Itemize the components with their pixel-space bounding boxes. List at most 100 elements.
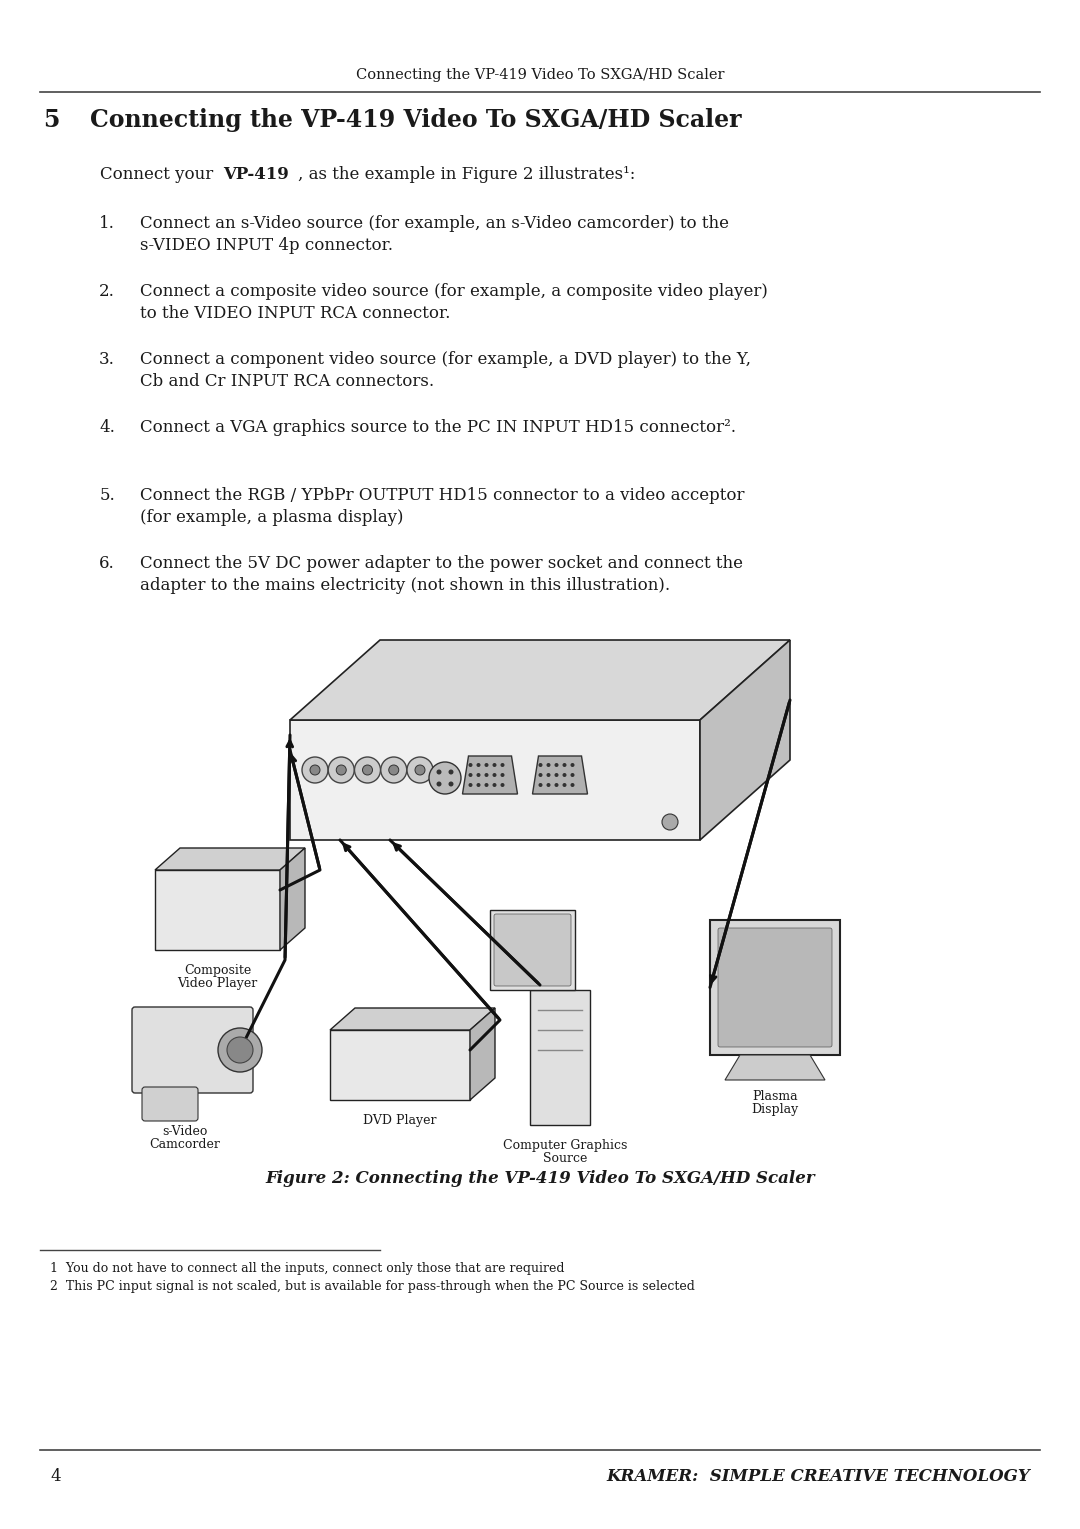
Text: Cb and Cr INPUT RCA connectors.: Cb and Cr INPUT RCA connectors.: [140, 373, 434, 390]
Text: 1  You do not have to connect all the inputs, connect only those that are requir: 1 You do not have to connect all the inp…: [50, 1261, 565, 1275]
Circle shape: [469, 783, 473, 787]
Circle shape: [310, 764, 320, 775]
Circle shape: [363, 764, 373, 775]
Circle shape: [563, 774, 567, 777]
Text: KRAMER:  SIMPLE CREATIVE TECHNOLOGY: KRAMER: SIMPLE CREATIVE TECHNOLOGY: [606, 1468, 1030, 1485]
Circle shape: [476, 783, 481, 787]
Text: Connect a VGA graphics source to the PC IN INPUT HD15 connector².: Connect a VGA graphics source to the PC …: [140, 419, 735, 436]
Circle shape: [407, 757, 433, 783]
Text: , as the example in Figure 2 illustrates¹:: , as the example in Figure 2 illustrates…: [298, 167, 635, 183]
Text: Source: Source: [543, 1151, 588, 1165]
Circle shape: [429, 761, 461, 794]
Text: 5: 5: [43, 109, 59, 131]
Text: 2.: 2.: [99, 283, 114, 300]
Text: Connecting the VP-419 Video To SXGA/HD Scaler: Connecting the VP-419 Video To SXGA/HD S…: [355, 67, 725, 83]
Text: Connect an s-Video source (for example, an s-Video camcorder) to the: Connect an s-Video source (for example, …: [140, 216, 729, 232]
Circle shape: [302, 757, 328, 783]
Text: 4.: 4.: [99, 419, 114, 436]
Text: 4: 4: [50, 1468, 60, 1485]
Circle shape: [469, 774, 473, 777]
Circle shape: [570, 774, 575, 777]
Polygon shape: [532, 755, 588, 794]
Circle shape: [381, 757, 407, 783]
Text: VP-419: VP-419: [222, 167, 288, 183]
Circle shape: [570, 763, 575, 768]
Text: to the VIDEO INPUT RCA connector.: to the VIDEO INPUT RCA connector.: [140, 304, 450, 323]
FancyBboxPatch shape: [132, 1008, 253, 1093]
Text: adapter to the mains electricity (not shown in this illustration).: adapter to the mains electricity (not sh…: [140, 576, 670, 593]
Circle shape: [492, 774, 497, 777]
Polygon shape: [280, 849, 305, 950]
Text: Display: Display: [752, 1102, 798, 1116]
Polygon shape: [156, 849, 305, 870]
FancyBboxPatch shape: [494, 914, 571, 986]
Circle shape: [570, 783, 575, 787]
Circle shape: [336, 764, 347, 775]
Circle shape: [436, 781, 442, 786]
Text: Composite: Composite: [184, 963, 252, 977]
Polygon shape: [291, 720, 700, 839]
Text: s-Video: s-Video: [162, 1125, 207, 1138]
Text: Plasma: Plasma: [752, 1090, 798, 1102]
Circle shape: [546, 774, 551, 777]
Circle shape: [539, 774, 542, 777]
Polygon shape: [156, 870, 280, 950]
Polygon shape: [490, 910, 575, 989]
Circle shape: [563, 763, 567, 768]
Circle shape: [492, 783, 497, 787]
Circle shape: [492, 763, 497, 768]
Text: Connect your: Connect your: [100, 167, 218, 183]
Circle shape: [436, 769, 442, 775]
Circle shape: [389, 764, 399, 775]
Text: Computer Graphics: Computer Graphics: [503, 1139, 627, 1151]
Text: s-VIDEO INPUT 4p connector.: s-VIDEO INPUT 4p connector.: [140, 237, 393, 254]
Polygon shape: [330, 1008, 495, 1031]
Text: Connect the RGB / YPbPr OUTPUT HD15 connector to a video acceptor: Connect the RGB / YPbPr OUTPUT HD15 conn…: [140, 488, 744, 505]
Circle shape: [539, 783, 542, 787]
Text: Connect the 5V DC power adapter to the power socket and connect the: Connect the 5V DC power adapter to the p…: [140, 555, 743, 572]
Text: Figure 2: Connecting the VP-419 Video To SXGA/HD Scaler: Figure 2: Connecting the VP-419 Video To…: [266, 1170, 814, 1187]
Text: Connecting the VP-419 Video To SXGA/HD Scaler: Connecting the VP-419 Video To SXGA/HD S…: [90, 109, 742, 131]
Circle shape: [500, 763, 504, 768]
Circle shape: [554, 774, 558, 777]
Circle shape: [563, 783, 567, 787]
Text: Camcorder: Camcorder: [149, 1138, 220, 1151]
Polygon shape: [530, 989, 590, 1125]
Polygon shape: [700, 641, 789, 839]
FancyBboxPatch shape: [141, 1087, 198, 1121]
Text: 2  This PC input signal is not scaled, but is available for pass-through when th: 2 This PC input signal is not scaled, bu…: [50, 1280, 694, 1294]
Circle shape: [546, 763, 551, 768]
Circle shape: [662, 813, 678, 830]
Text: 3.: 3.: [99, 352, 114, 368]
Circle shape: [554, 763, 558, 768]
FancyBboxPatch shape: [718, 928, 832, 1047]
Circle shape: [448, 781, 454, 786]
Polygon shape: [330, 1031, 470, 1099]
Text: 5.: 5.: [99, 488, 114, 505]
Polygon shape: [462, 755, 517, 794]
Text: (for example, a plasma display): (for example, a plasma display): [140, 509, 404, 526]
Circle shape: [415, 764, 426, 775]
Circle shape: [448, 769, 454, 775]
Circle shape: [354, 757, 380, 783]
Text: 1.: 1.: [99, 216, 114, 232]
Text: Video Player: Video Player: [177, 977, 258, 989]
Polygon shape: [710, 920, 840, 1055]
Circle shape: [476, 774, 481, 777]
Text: Connect a component video source (for example, a DVD player) to the Y,: Connect a component video source (for ex…: [140, 352, 751, 368]
Circle shape: [328, 757, 354, 783]
Circle shape: [539, 763, 542, 768]
Text: DVD Player: DVD Player: [363, 1115, 436, 1127]
Circle shape: [485, 774, 488, 777]
Circle shape: [500, 774, 504, 777]
Circle shape: [485, 763, 488, 768]
Text: Connect a composite video source (for example, a composite video player): Connect a composite video source (for ex…: [140, 283, 768, 300]
Circle shape: [218, 1027, 262, 1072]
Circle shape: [500, 783, 504, 787]
Circle shape: [554, 783, 558, 787]
Polygon shape: [725, 1055, 825, 1079]
Polygon shape: [470, 1008, 495, 1099]
Circle shape: [476, 763, 481, 768]
Polygon shape: [291, 641, 789, 720]
Circle shape: [485, 783, 488, 787]
